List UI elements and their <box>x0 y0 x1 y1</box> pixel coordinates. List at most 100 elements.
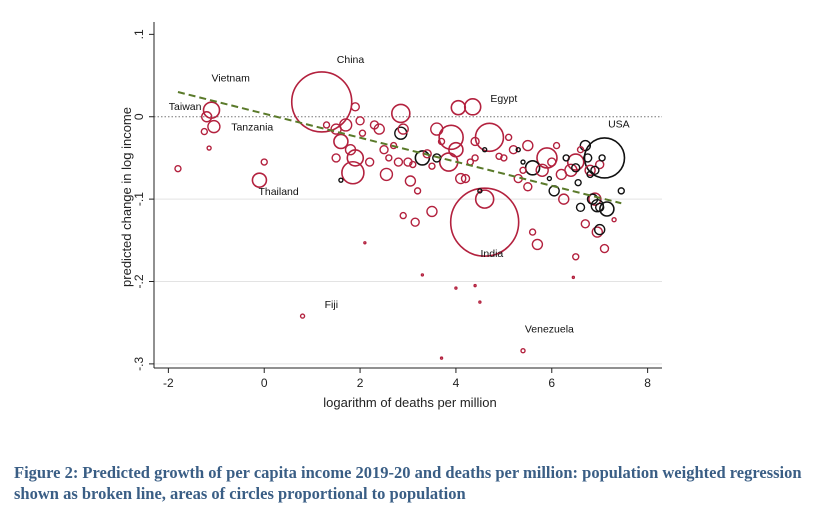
data-point <box>344 143 357 156</box>
data-point <box>495 152 503 160</box>
point-annotation: Venezuela <box>525 324 574 336</box>
point-annotation: USA <box>608 118 630 130</box>
data-point <box>448 141 464 158</box>
data-point <box>593 223 606 236</box>
data-point <box>174 164 182 173</box>
figure-caption: Figure 2: Predicted growth of per capita… <box>14 463 802 503</box>
data-point <box>393 157 404 167</box>
data-point <box>481 146 488 153</box>
data-point <box>437 137 446 146</box>
data-point <box>599 201 615 217</box>
data-point <box>504 133 513 142</box>
data-point <box>579 139 592 152</box>
data-point <box>566 153 585 171</box>
data-point <box>528 228 537 236</box>
data-point <box>251 172 268 188</box>
data-point <box>572 253 580 261</box>
data-point <box>358 129 367 137</box>
data-point <box>364 157 375 167</box>
data-point <box>322 121 331 129</box>
data-point <box>355 116 365 126</box>
point-annotation: Thailand <box>258 186 298 198</box>
data-point <box>522 139 534 152</box>
data-point <box>333 133 349 150</box>
y-tick-label: -.1 <box>132 192 146 206</box>
data-point <box>439 356 444 360</box>
data-point <box>571 163 581 173</box>
data-point <box>331 153 341 163</box>
data-point <box>558 193 570 205</box>
data-point <box>454 286 458 290</box>
data-point <box>594 202 605 213</box>
regression-line-group <box>177 91 622 205</box>
data-point <box>617 187 625 195</box>
point-annotation: Tanzania <box>231 122 273 134</box>
data-point <box>583 153 593 163</box>
chart-background <box>101 12 815 422</box>
data-point <box>420 273 425 277</box>
data-point <box>404 175 417 187</box>
data-point <box>523 182 533 192</box>
data-point <box>575 202 586 213</box>
data-point <box>449 187 520 257</box>
x-tick-label: 2 <box>357 376 364 390</box>
data-point <box>584 164 596 176</box>
data-point <box>500 154 508 162</box>
data-point <box>207 119 221 134</box>
data-point <box>379 167 394 182</box>
data-point <box>508 144 519 155</box>
data-point <box>520 159 526 165</box>
axis-ticks: -2 0 2 4 6 8 .1 0 -.1 -.2 -.3 <box>132 29 651 390</box>
data-point <box>410 217 420 227</box>
data-point <box>611 217 617 223</box>
data-point <box>341 160 365 185</box>
data-point <box>473 283 477 288</box>
data-point <box>299 313 306 319</box>
scatter-chart: -2 0 2 4 6 8 .1 0 -.1 -.2 -.3 China Vietnam Taiwan Ta… <box>101 12 815 422</box>
data-point <box>531 238 544 251</box>
data-point <box>583 137 626 179</box>
data-point <box>586 170 594 179</box>
data-point <box>438 124 464 151</box>
data-point <box>450 99 467 116</box>
x-axis-title: logarithm of deaths per million <box>323 395 496 410</box>
regression-line <box>177 91 622 205</box>
data-point <box>477 188 483 194</box>
data-point <box>430 122 444 136</box>
data-point <box>471 154 479 162</box>
data-point <box>555 168 568 181</box>
y-tick-label: -.3 <box>132 357 146 371</box>
data-point <box>478 300 482 304</box>
y-tick-label: 0 <box>132 113 146 120</box>
data-point <box>590 165 600 175</box>
data-point <box>350 102 360 112</box>
data-point <box>515 146 521 153</box>
point-annotation: Vietnam <box>212 72 251 84</box>
point-annotations: China Vietnam Taiwan Tanzania Thailand Egypt U… <box>169 54 630 335</box>
data-point <box>391 103 411 124</box>
x-tick-label: 6 <box>548 376 555 390</box>
data-point <box>460 173 471 184</box>
data-point <box>591 226 604 238</box>
data-point <box>470 136 480 147</box>
x-tick-label: 0 <box>261 376 268 390</box>
data-point <box>571 275 576 280</box>
point-annotation: Fiji <box>325 299 338 311</box>
data-point <box>422 149 432 159</box>
data-point <box>546 175 553 182</box>
data-point <box>409 160 417 169</box>
data-point <box>455 172 467 185</box>
data-points <box>174 71 626 360</box>
data-point <box>520 348 526 354</box>
data-point <box>379 144 389 155</box>
data-point <box>562 154 570 162</box>
y-axis-title: predicted change in log income <box>119 107 134 287</box>
data-point <box>369 120 380 130</box>
data-point <box>552 141 561 150</box>
grid-lines <box>154 198 662 365</box>
data-point <box>599 243 610 254</box>
data-point <box>428 162 436 170</box>
x-tick-label: 8 <box>644 376 651 390</box>
data-point <box>338 177 344 183</box>
data-point <box>399 211 407 220</box>
